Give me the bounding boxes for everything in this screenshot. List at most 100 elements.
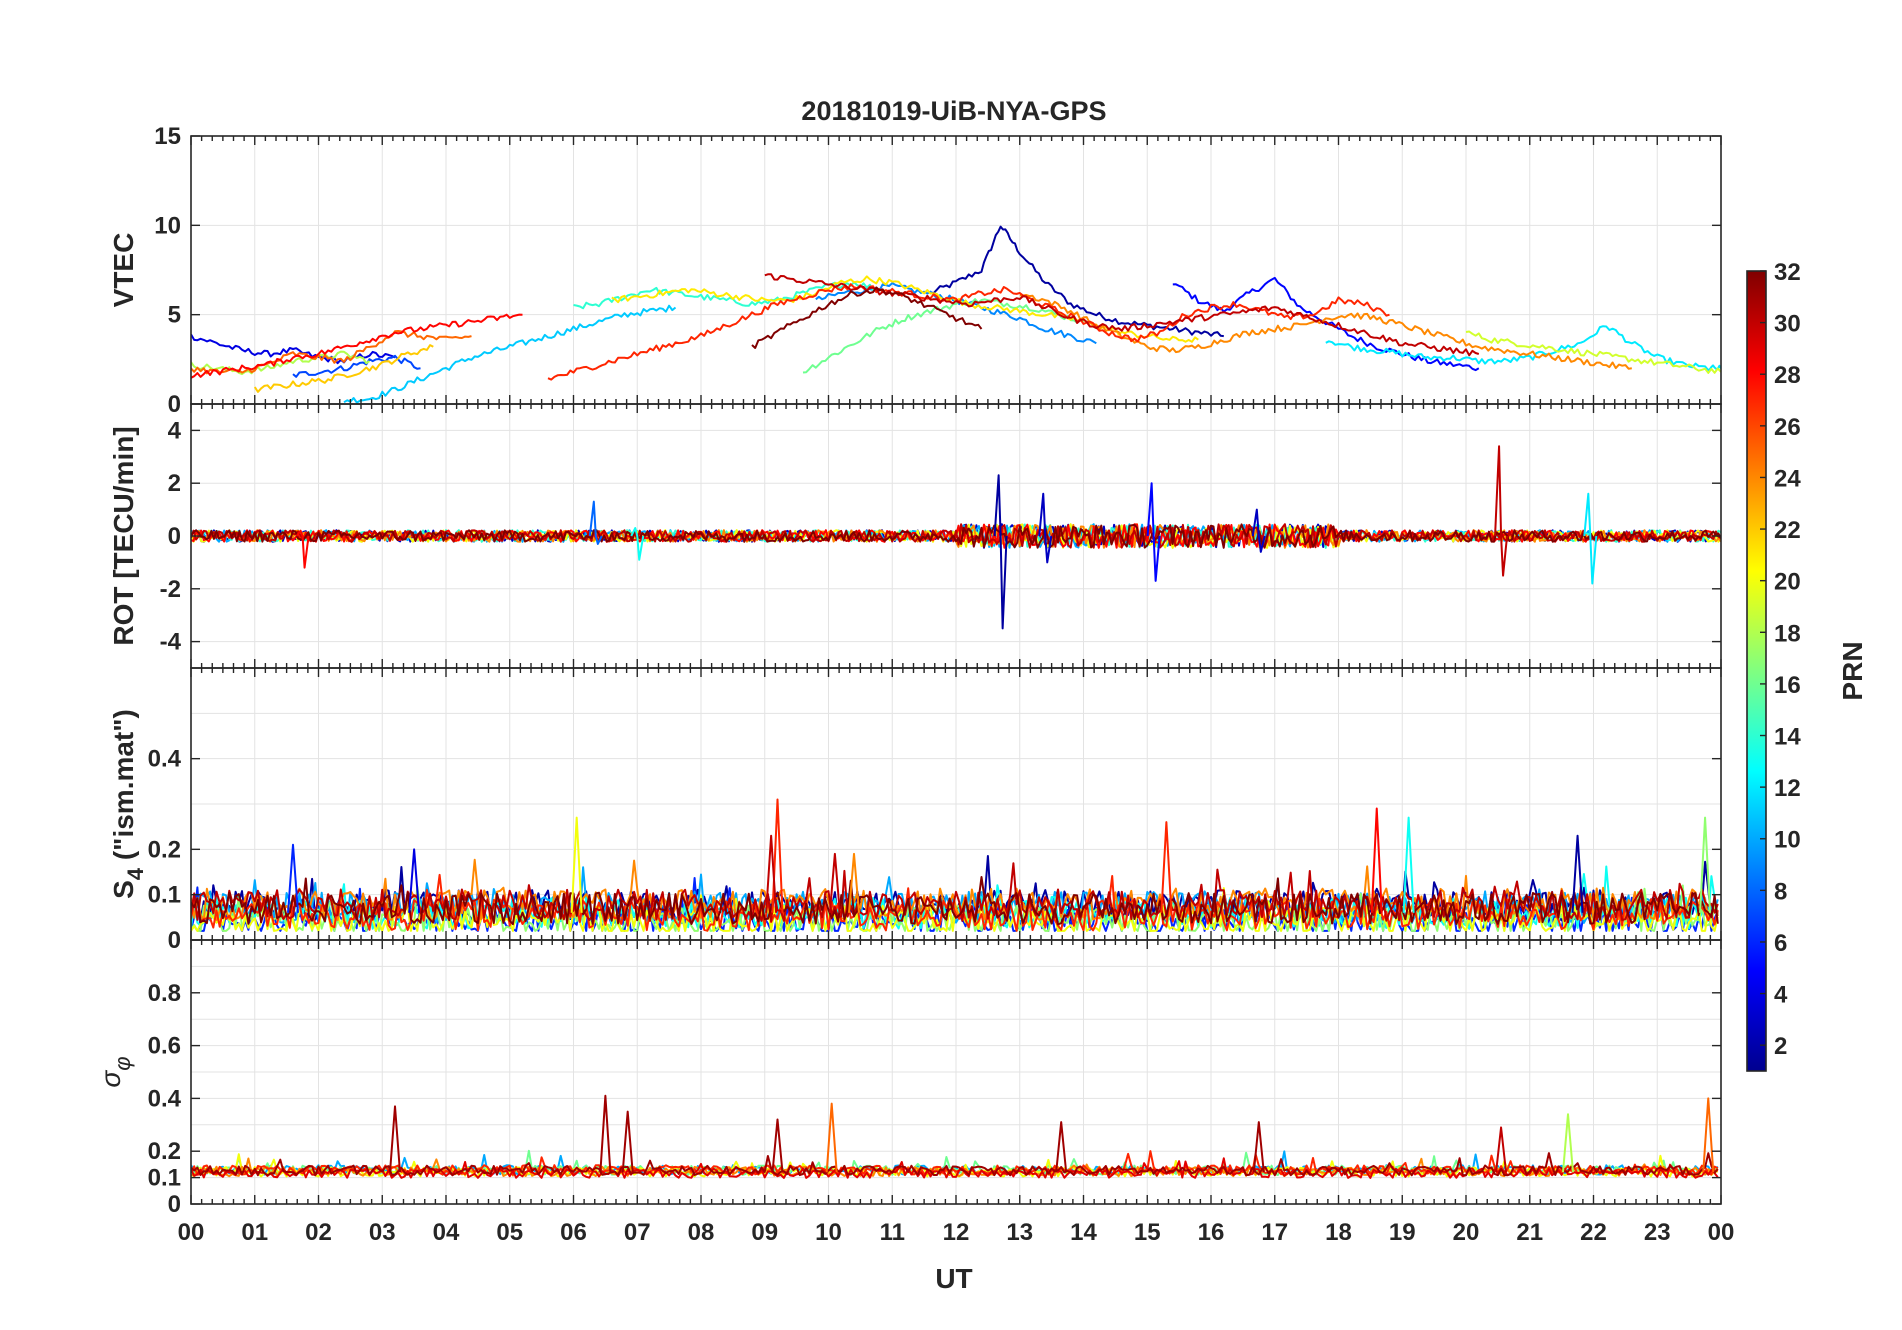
y-tick-label: 15 bbox=[154, 123, 181, 150]
series-group bbox=[191, 1094, 1719, 1179]
sigma-peak-prn31 bbox=[599, 1094, 612, 1173]
y-tick-label: 0 bbox=[168, 523, 181, 550]
s4-peak-prn24 bbox=[848, 852, 860, 913]
y-label-sub: 4 bbox=[123, 867, 148, 880]
s4-peak-prn6 bbox=[287, 843, 299, 913]
colorbar-frame bbox=[1746, 270, 1767, 1072]
colorbar-tick-label: 10 bbox=[1774, 827, 1801, 854]
x-tick-label: 16 bbox=[1198, 1219, 1225, 1246]
colorbar-label: PRN bbox=[1837, 641, 1868, 700]
vtec-line-prn18 bbox=[191, 350, 371, 376]
s4-line-prn30 bbox=[191, 862, 1719, 923]
colorbar-tick-label: 12 bbox=[1774, 775, 1801, 802]
rot-spike-prn12 bbox=[1583, 492, 1598, 585]
sigma-line-prn31 bbox=[191, 1152, 1719, 1177]
x-tick-label: 21 bbox=[1516, 1219, 1543, 1246]
y-tick-label: 10 bbox=[154, 212, 181, 239]
sigma-peak-prn31 bbox=[621, 1110, 634, 1173]
sigma-peak-prn25 bbox=[1702, 1097, 1715, 1173]
x-tick-label: 06 bbox=[560, 1219, 587, 1246]
chart-title: 20181019-UiB-NYA-GPS bbox=[801, 96, 1106, 126]
y-tick-label: 0.2 bbox=[148, 836, 181, 863]
x-tick-label: 18 bbox=[1325, 1219, 1352, 1246]
vtec-line-prn28 bbox=[191, 313, 523, 379]
y-tick-label: 0.2 bbox=[148, 1138, 181, 1165]
colorbar-tick-label: 2 bbox=[1774, 1033, 1787, 1060]
y-tick-label: 0.4 bbox=[148, 746, 182, 773]
y-label-main: σ bbox=[95, 1070, 126, 1088]
panel-3: 00.10.20.4S4 ("ism.mat") bbox=[108, 667, 1722, 954]
rot-line-prn32 bbox=[191, 523, 1721, 549]
rot-line-prn30 bbox=[191, 523, 1721, 549]
y-axis-label: σφ bbox=[95, 1056, 135, 1087]
rot-spike-prn28 bbox=[295, 529, 310, 569]
colorbar-tick-label: 30 bbox=[1774, 311, 1801, 338]
colorbar-tick-label: 16 bbox=[1774, 672, 1801, 699]
x-tick-label: 00 bbox=[1708, 1219, 1735, 1246]
series-group bbox=[191, 225, 1721, 404]
sigma-peak-prn31 bbox=[389, 1105, 401, 1173]
rot-spike-prn3 bbox=[1251, 508, 1266, 553]
colorbar-tick-label: 24 bbox=[1774, 465, 1801, 492]
rot-spike-prn3 bbox=[1038, 492, 1053, 564]
x-tick-label: 09 bbox=[751, 1219, 778, 1246]
rot-spike-prn8 bbox=[588, 500, 603, 545]
y-tick-label: -4 bbox=[160, 629, 182, 656]
colorbar-tick-label: 32 bbox=[1774, 259, 1801, 286]
s4-peak-prn28 bbox=[1370, 807, 1383, 913]
x-tick-label: 13 bbox=[1006, 1219, 1033, 1246]
y-tick-label: -2 bbox=[160, 576, 181, 603]
x-tick-label: 05 bbox=[496, 1219, 523, 1246]
colorbar-tick-label: 4 bbox=[1774, 982, 1788, 1009]
rot-spike-prn2 bbox=[993, 474, 1008, 630]
s4-peak-prn2 bbox=[1571, 834, 1584, 913]
vtec-line-prn5 bbox=[1172, 276, 1480, 372]
s4-peak-prn20 bbox=[570, 816, 583, 913]
y-tick-label: 2 bbox=[168, 470, 181, 497]
colorbar-tick-label: 8 bbox=[1774, 878, 1787, 905]
panel-2: -4 -2 0 2 4 ROT [TECU/min] bbox=[108, 403, 1722, 669]
x-tick-label: 20 bbox=[1453, 1219, 1480, 1246]
sigma-peak-prn31 bbox=[1252, 1121, 1265, 1173]
panel-4: 00.10.2 0.4 0.6 0.8 σφ 00 01 02 03 04 05 06 07 08 09 10… bbox=[95, 939, 1735, 1246]
sigma-peak-prn30 bbox=[1495, 1126, 1508, 1173]
s4-line-prn32 bbox=[191, 876, 1719, 926]
y-tick-label: 0.1 bbox=[148, 1165, 181, 1192]
sigma-line-prn27 bbox=[191, 1150, 1719, 1176]
rot-spike-prn13 bbox=[630, 527, 645, 561]
vtec-line-prn4 bbox=[191, 333, 396, 365]
y-tick-label: 0.4 bbox=[148, 1085, 182, 1112]
y-tick-label: 0 bbox=[168, 391, 181, 418]
colorbar-tick-label: 26 bbox=[1774, 414, 1801, 441]
x-tick-label: 00 bbox=[178, 1219, 205, 1246]
vtec-line-prn16 bbox=[802, 298, 1085, 374]
colorbar-tick-label: 18 bbox=[1774, 620, 1801, 647]
y-label-main: S bbox=[108, 880, 139, 899]
x-tick-label: 15 bbox=[1134, 1219, 1161, 1246]
sigma-line-prn29 bbox=[191, 1157, 1719, 1179]
sigma-peak-prn31 bbox=[1055, 1121, 1068, 1173]
s4-peak-prn27 bbox=[1160, 821, 1173, 913]
y-tick-label: 0 bbox=[168, 927, 181, 954]
y-axis-label: S4 ("ism.mat") bbox=[108, 709, 148, 899]
y-label-rest: ("ism.mat") bbox=[108, 709, 139, 868]
y-tick-label: 5 bbox=[168, 302, 181, 329]
rot-spike-prn30 bbox=[1494, 445, 1509, 577]
y-axis-label: VTEC bbox=[108, 233, 139, 308]
x-tick-label: 19 bbox=[1389, 1219, 1416, 1246]
colorbar-tick-label: 28 bbox=[1774, 362, 1801, 389]
s4-peak-prn13 bbox=[1402, 816, 1415, 913]
colorbar-tick-label: 14 bbox=[1774, 724, 1801, 751]
y-axis-label: ROT [TECU/min] bbox=[108, 426, 139, 645]
colorbar-tick-label: 22 bbox=[1774, 517, 1801, 544]
rot-spike-prn5 bbox=[1146, 482, 1161, 582]
x-tick-label: 14 bbox=[1070, 1219, 1097, 1246]
vtec-line-prn2 bbox=[930, 225, 1224, 338]
vtec-line-prn32 bbox=[751, 286, 983, 349]
sigma-peak-prn31 bbox=[771, 1118, 784, 1173]
sigma-peak-prn18 bbox=[1562, 1113, 1574, 1173]
x-tick-label: 04 bbox=[433, 1219, 460, 1246]
x-tick-label: 03 bbox=[369, 1219, 396, 1246]
x-tick-label: 11 bbox=[880, 1219, 905, 1246]
